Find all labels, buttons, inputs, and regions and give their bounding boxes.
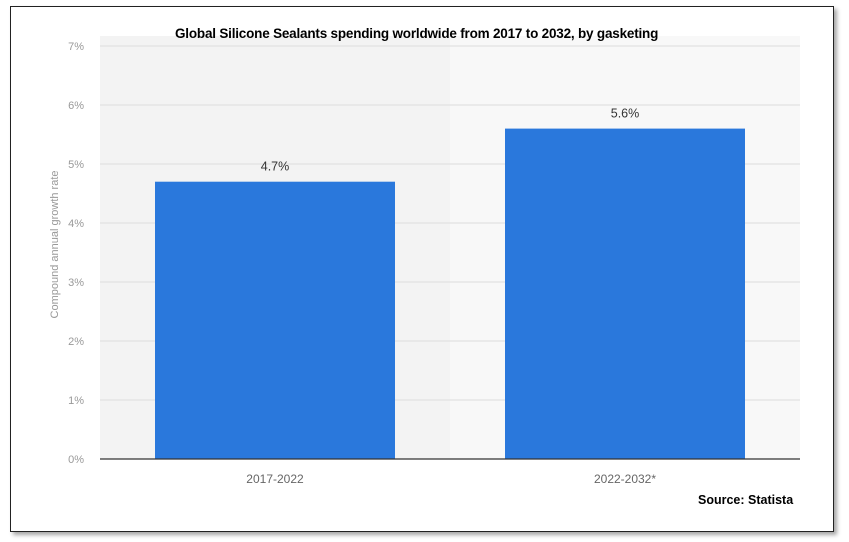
y-tick-label: 7%: [68, 41, 84, 53]
y-axis-label: Compound annual growth rate: [49, 171, 61, 319]
x-tick-label: 2022-2032*: [594, 472, 656, 486]
chart-title: Global Silicone Sealants spending worldw…: [175, 26, 659, 41]
x-axis-ticks: 2017-2022 2022-2032*: [246, 472, 656, 486]
bars: [155, 128, 745, 459]
data-label: 4.7%: [261, 160, 290, 174]
y-tick-label: 3%: [68, 277, 84, 289]
y-tick-label: 4%: [68, 218, 84, 230]
y-tick-label: 2%: [68, 336, 84, 348]
source-note: Source: Statista: [698, 493, 794, 507]
y-tick-label: 1%: [68, 395, 84, 407]
data-label: 5.6%: [611, 107, 640, 121]
y-tick-label: 0%: [68, 454, 84, 466]
data-labels: 4.7% 5.6%: [261, 107, 640, 174]
bar: [505, 128, 745, 459]
y-axis-ticks: 0% 1% 2% 3% 4% 5% 6% 7%: [68, 41, 84, 466]
y-tick-label: 6%: [68, 100, 84, 112]
y-tick-label: 5%: [68, 159, 84, 171]
bar: [155, 181, 395, 459]
x-tick-label: 2017-2022: [246, 472, 304, 486]
